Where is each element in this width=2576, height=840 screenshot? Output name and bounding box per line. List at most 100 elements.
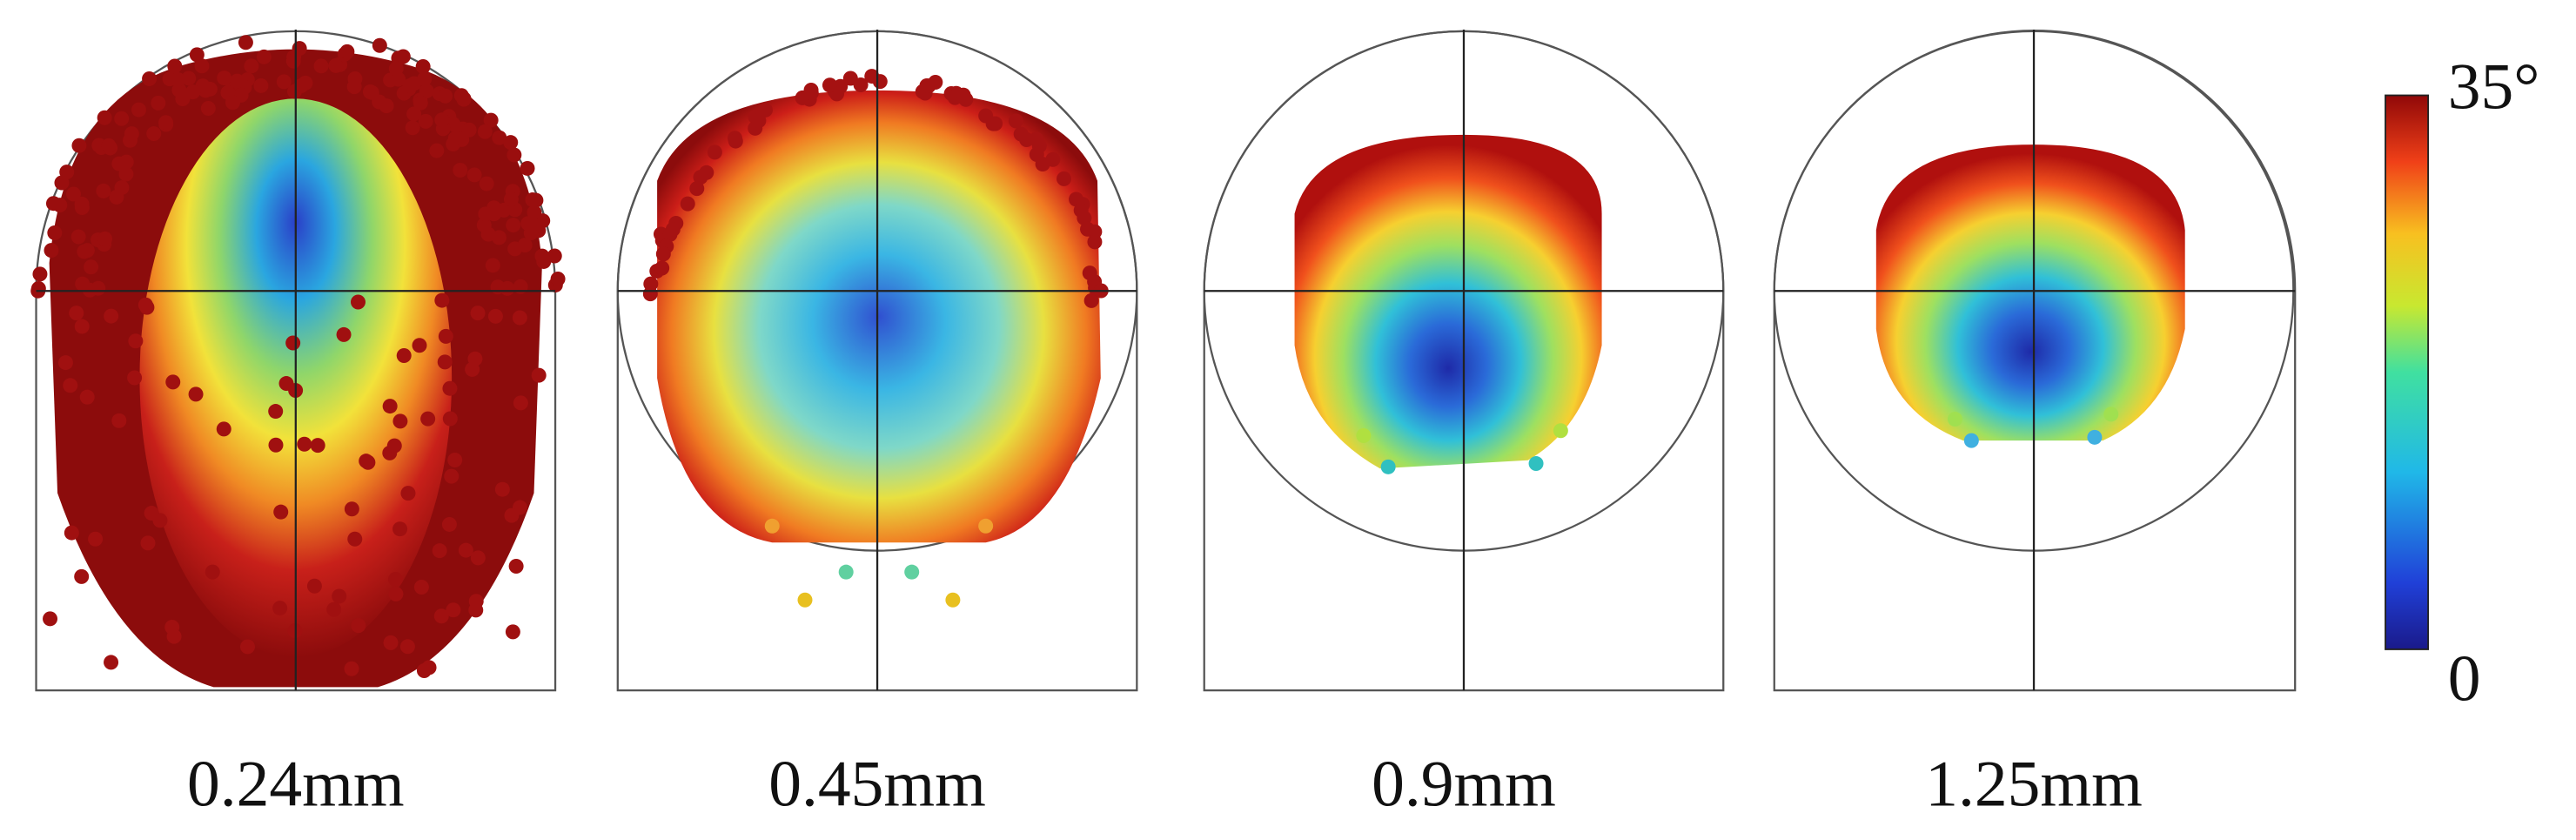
particle [433, 608, 449, 624]
particle [97, 110, 112, 125]
particle [470, 306, 486, 321]
particle [69, 306, 84, 321]
particle [346, 79, 362, 95]
particle [838, 564, 854, 580]
particle [1057, 171, 1072, 186]
particle [642, 286, 658, 302]
particle [372, 37, 387, 53]
particle [239, 639, 255, 655]
particle [165, 374, 181, 390]
particle [1083, 292, 1099, 308]
cloud [1294, 134, 1602, 469]
particle [96, 183, 111, 198]
particle [273, 504, 289, 520]
particle [456, 91, 472, 107]
particle [111, 413, 127, 428]
particle [508, 559, 524, 574]
particle [313, 58, 329, 74]
particle [88, 531, 104, 547]
particle [326, 601, 342, 617]
particle [400, 486, 416, 501]
particle [127, 370, 143, 386]
particle [79, 389, 95, 405]
particle [447, 131, 463, 146]
particle [339, 44, 355, 59]
particle [205, 564, 220, 580]
particle [1947, 412, 1962, 427]
particle [547, 248, 562, 264]
particle [479, 176, 494, 192]
particle [757, 102, 773, 118]
particle [285, 53, 301, 69]
particle-clouds [30, 35, 2185, 688]
particle [420, 411, 436, 427]
particle [458, 542, 473, 558]
particle [461, 122, 477, 138]
particle [79, 243, 95, 259]
particle [764, 518, 780, 534]
particle [468, 602, 484, 618]
particle [418, 113, 433, 129]
crosshairs [36, 29, 2296, 691]
particle [477, 124, 493, 139]
particle [351, 618, 366, 634]
particle [527, 205, 542, 220]
colorbar [2385, 94, 2430, 650]
particle [432, 543, 447, 559]
particle [128, 333, 144, 349]
particle [65, 186, 81, 202]
particle [483, 112, 499, 128]
particle [293, 78, 309, 94]
particle [505, 624, 520, 640]
panel-label: 0.45mm [768, 748, 986, 820]
particle [506, 218, 521, 233]
particle [43, 611, 58, 627]
particle [104, 655, 119, 670]
particle [437, 354, 453, 370]
particle [30, 281, 46, 296]
particle [1553, 423, 1568, 439]
particle [392, 413, 408, 429]
particle [406, 76, 422, 91]
particle [74, 568, 90, 584]
particle [194, 58, 210, 74]
particle [478, 206, 493, 222]
particle [285, 335, 301, 351]
particle [446, 602, 461, 618]
particle [728, 133, 743, 149]
particle [413, 579, 429, 595]
particle [520, 160, 535, 176]
particle [189, 47, 205, 63]
colorbar-min-label: 0 [2448, 642, 2481, 715]
particle [181, 71, 197, 86]
particle [142, 71, 158, 87]
panel-label: 1.25mm [1925, 748, 2143, 820]
particle [529, 218, 545, 233]
particle [506, 147, 522, 163]
particle [359, 454, 374, 469]
particle [166, 628, 182, 644]
particle [383, 72, 399, 88]
particle [379, 98, 394, 114]
particle [146, 126, 162, 142]
particle [406, 106, 422, 122]
particle [494, 481, 510, 497]
particle [114, 180, 130, 196]
particle [383, 635, 399, 650]
particle [167, 58, 183, 74]
panel-label: 0.24mm [187, 748, 405, 820]
particle [416, 663, 432, 679]
particle [434, 292, 450, 308]
particle [276, 74, 292, 90]
particle [444, 468, 460, 484]
cloud [1875, 144, 2185, 441]
particle [63, 378, 78, 393]
particle [268, 437, 284, 453]
particle [70, 229, 86, 245]
particle [680, 196, 695, 212]
particle [655, 246, 671, 262]
particle [1528, 456, 1544, 472]
particle [336, 326, 352, 342]
particle [490, 279, 506, 295]
